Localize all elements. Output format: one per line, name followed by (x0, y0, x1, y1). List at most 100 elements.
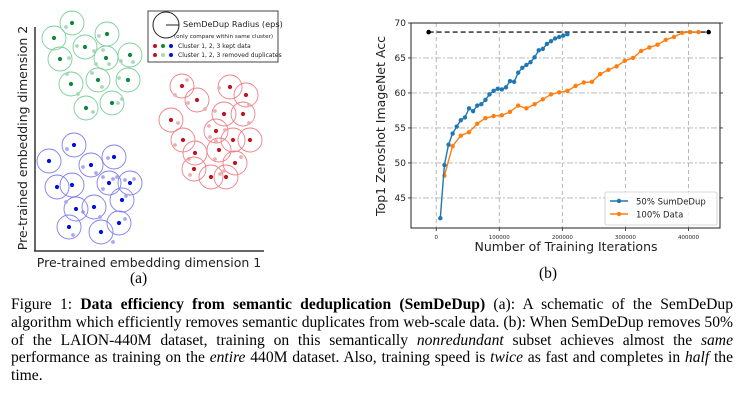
series-2-point (556, 90, 562, 95)
series-2-point (507, 109, 513, 115)
blue-radius-circle (59, 172, 85, 198)
x-tick-label: 300000 (615, 235, 636, 241)
reference-end-point (706, 29, 711, 35)
series-2-point (450, 143, 455, 149)
blue-radius-circle (109, 187, 135, 213)
legend-series-2-marker (616, 211, 622, 217)
series-1-point (532, 55, 537, 60)
y-tick-label: 55 (395, 124, 406, 134)
blue-kept-point (73, 206, 79, 212)
figure-a-schematic: Pre-trained embedding dimension 2 Pre-tr… (15, 10, 283, 270)
blue-removed-point (111, 177, 115, 181)
green-removed-point (131, 60, 135, 64)
series-1-point (503, 85, 509, 90)
caption-text-5: as fast and completes in (523, 349, 685, 367)
chart-x-label: Number of Training Iterations (474, 239, 657, 254)
blue-kept-point (98, 229, 104, 235)
series-2-point (540, 97, 545, 102)
cluster-red (158, 73, 263, 190)
red-removed-point (239, 155, 243, 159)
red-radius-circle (230, 101, 256, 127)
series-2-point (630, 55, 636, 61)
series-2-point (499, 113, 505, 118)
green-kept-point (83, 105, 89, 111)
green-radius-circle (115, 67, 141, 93)
plot-frame (410, 22, 721, 229)
series-2-point (589, 79, 595, 84)
x-tick-label: 400000 (678, 235, 699, 241)
blue-removed-point (101, 175, 105, 179)
red-removed-point (208, 135, 212, 139)
series-1 (438, 31, 570, 221)
blue-radius-circle (63, 196, 89, 222)
series-1-point (516, 70, 521, 75)
red-kept-point (227, 84, 233, 90)
blue-radius-circle (61, 132, 87, 158)
series-2-point (483, 115, 488, 121)
blue-kept-point (88, 162, 94, 168)
legend-blue-kept-dot (169, 44, 173, 48)
series-1-point (552, 36, 558, 41)
red-removed-point (218, 172, 222, 176)
green-removed-point (101, 48, 105, 52)
series-2-point (491, 113, 496, 119)
blue-kept-point (111, 154, 117, 160)
blue-removed-point (115, 175, 119, 179)
red-radius-circle (206, 137, 232, 163)
blue-radius-circle (88, 219, 114, 245)
red-kept-point (192, 150, 198, 156)
series-2-point (458, 133, 464, 138)
series-1-point (479, 101, 484, 107)
series-2-point (548, 92, 554, 97)
red-kept-point (213, 128, 219, 134)
red-removed-point (173, 143, 177, 147)
series-2-point (696, 29, 701, 35)
caption-text-2: subset achieves almost the (503, 331, 701, 349)
series-2-point (688, 29, 693, 35)
green-removed-point (75, 44, 79, 48)
series-2-point (614, 64, 619, 69)
red-removed-point (185, 78, 189, 82)
blue-removed-point (94, 171, 98, 175)
series-2-point (475, 121, 480, 126)
red-radius-circle (181, 156, 207, 182)
green-kept-point (127, 52, 133, 58)
series-1-point (520, 65, 525, 70)
series-1-point (528, 59, 533, 65)
green-removed-point (107, 62, 111, 66)
green-removed-point (64, 25, 68, 29)
series-2-point (638, 48, 644, 54)
blue-removed-point (98, 215, 102, 219)
caption-text-3: performance as training on the (11, 349, 210, 367)
red-kept-point (247, 137, 253, 143)
blue-radius-circle (101, 144, 127, 170)
red-kept-point (208, 174, 214, 180)
series-1-point (466, 106, 472, 111)
green-removed-point (67, 56, 71, 60)
y-tick-label: 70 (395, 19, 407, 29)
green-removed-point (94, 62, 98, 66)
series-1-point (491, 88, 496, 94)
green-radius-circle (72, 34, 98, 60)
red-kept-point (168, 117, 174, 123)
y-tick-label: 45 (395, 194, 406, 204)
red-kept-point (230, 137, 236, 143)
red-removed-point (186, 101, 190, 105)
series-1-point (565, 31, 570, 37)
legend-kept-label: Cluster 1, 2, 3 kept data (178, 43, 251, 50)
red-radius-circle (237, 127, 263, 153)
red-kept-point (240, 111, 246, 117)
series-2-point (573, 83, 578, 89)
chart-series (438, 29, 701, 221)
series-1-point (458, 118, 464, 123)
caption-figure-number: Figure 1: (11, 296, 73, 313)
red-radius-circle (222, 150, 248, 176)
blue-removed-point (64, 200, 68, 204)
x-tick-label: 200000 (552, 235, 573, 241)
red-kept-point (194, 97, 200, 103)
chart-legend: 50% SumDeDup 100% Data (604, 191, 718, 226)
blue-radius-circle (36, 148, 62, 174)
caption-emph-nonredundant: nonredundant (416, 331, 504, 349)
green-removed-point (116, 101, 120, 105)
green-removed-point (119, 59, 123, 63)
